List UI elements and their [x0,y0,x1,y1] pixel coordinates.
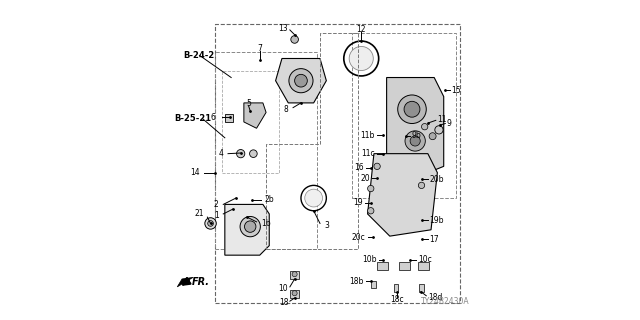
Circle shape [429,133,436,140]
Bar [215,52,317,249]
Text: 9: 9 [447,119,452,128]
Text: 13: 13 [278,24,288,33]
Text: 4: 4 [218,149,223,158]
Bar [221,71,279,173]
Circle shape [410,136,420,146]
Text: 19: 19 [353,198,363,207]
Polygon shape [367,154,437,236]
Polygon shape [387,77,444,173]
Text: B-24-2: B-24-2 [184,51,215,60]
Circle shape [404,101,420,117]
Text: 19b: 19b [429,216,444,225]
Text: 18b: 18b [349,277,364,286]
Bar [225,114,233,122]
Circle shape [367,185,374,192]
Circle shape [291,36,298,43]
Text: 21: 21 [195,209,204,219]
Circle shape [292,272,297,277]
Text: 3: 3 [324,220,330,229]
Bar [352,33,456,198]
Text: 18c: 18c [390,295,404,304]
Polygon shape [225,204,269,255]
Circle shape [349,46,373,70]
Text: 11c: 11c [361,149,374,158]
Text: 8: 8 [284,105,288,114]
Bar [419,284,424,292]
Circle shape [292,291,297,296]
Text: FR.: FR. [191,277,209,287]
Bar [290,290,300,298]
Polygon shape [244,103,266,128]
Bar [377,261,388,270]
Bar [290,271,300,279]
Circle shape [367,208,374,214]
Text: 18d: 18d [429,293,443,302]
Circle shape [422,124,428,130]
Circle shape [294,74,307,87]
Circle shape [240,216,260,237]
Bar [394,284,398,292]
Bar [215,24,460,303]
Circle shape [250,150,257,157]
Circle shape [205,218,216,229]
Text: B-25-21: B-25-21 [174,114,211,123]
Text: 9b: 9b [412,131,422,140]
Bar [371,281,376,288]
Text: 20c: 20c [351,233,365,242]
Circle shape [289,69,313,93]
Text: 11b: 11b [360,131,374,140]
Text: 18: 18 [279,298,288,307]
Text: TY24B2430A: TY24B2430A [420,297,469,306]
Text: 5: 5 [246,99,251,108]
Text: 16: 16 [354,164,364,172]
Text: 17: 17 [429,235,439,244]
Text: 1: 1 [214,211,218,220]
Text: 20b: 20b [429,174,444,184]
Text: 10: 10 [278,284,288,293]
Polygon shape [276,59,326,103]
Text: 7: 7 [257,44,262,53]
Bar [419,261,429,270]
Circle shape [405,131,426,151]
Text: 2b: 2b [264,195,274,204]
Text: 2: 2 [214,200,218,209]
Text: 20: 20 [360,174,370,183]
Circle shape [208,220,213,226]
Text: 1b: 1b [261,219,271,228]
Text: 15: 15 [452,86,461,95]
Circle shape [397,95,426,124]
Circle shape [419,182,425,188]
Text: 6: 6 [211,113,215,122]
Circle shape [305,189,323,207]
Circle shape [244,221,256,232]
Text: 10c: 10c [418,255,431,264]
Circle shape [374,163,380,170]
Bar [399,261,410,270]
Circle shape [435,126,443,134]
Circle shape [237,149,245,158]
Text: 11: 11 [437,115,447,124]
Text: 10b: 10b [362,255,376,264]
Polygon shape [177,277,193,287]
Text: 12: 12 [356,25,366,34]
Text: 14: 14 [190,168,200,177]
